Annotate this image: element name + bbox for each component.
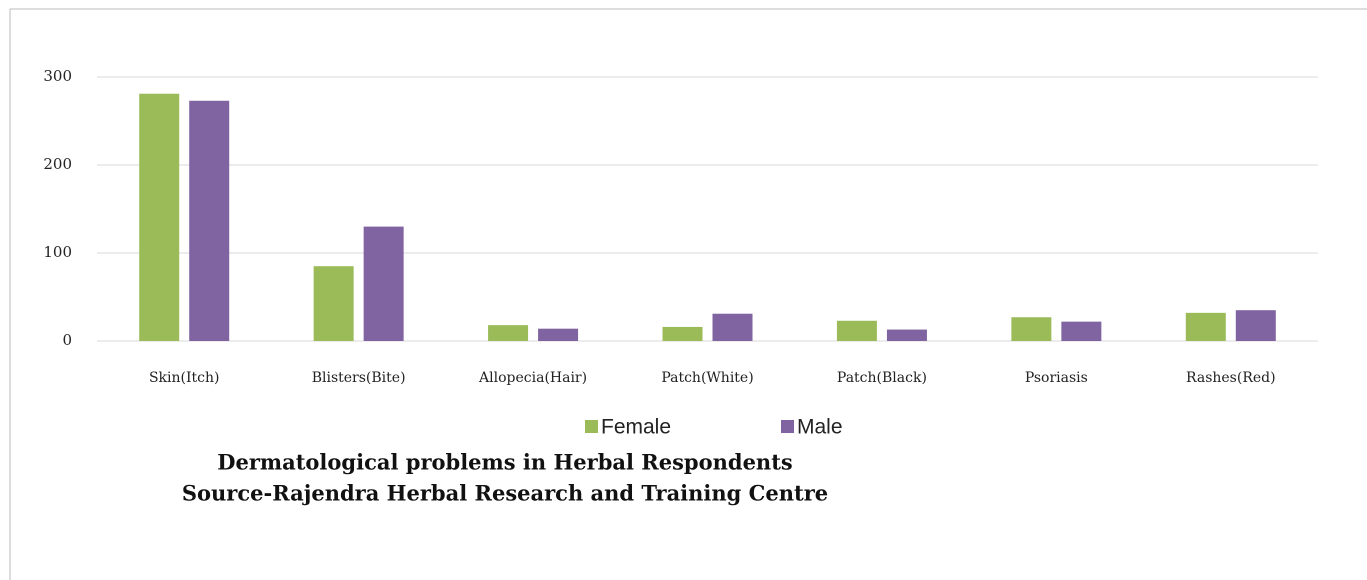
x-tick-label: Patch(White) [661, 370, 753, 386]
x-tick-label: Blisters(Bite) [312, 370, 406, 386]
x-tick-label: Patch(Black) [837, 370, 927, 386]
y-tick-label: 300 [43, 67, 72, 85]
bar [1061, 321, 1102, 341]
bar [662, 326, 703, 341]
chart-subtitle: Source-Rajendra Herbal Research and Trai… [182, 481, 828, 506]
legend-label: Male [797, 416, 843, 439]
bar [313, 266, 354, 341]
bar [139, 93, 180, 341]
bar [189, 100, 230, 341]
bar [836, 320, 877, 341]
bar [1011, 317, 1052, 341]
x-tick-label: Allopecia(Hair) [478, 370, 587, 386]
bar [886, 329, 927, 341]
bar [538, 328, 579, 341]
bar [1235, 310, 1276, 341]
chart-title: Dermatological problems in Herbal Respon… [217, 450, 792, 475]
bar [712, 313, 753, 341]
legend-swatch [781, 420, 794, 433]
legend-swatch [585, 420, 598, 433]
x-tick-label: Psoriasis [1025, 370, 1088, 386]
y-tick-label: 100 [43, 243, 72, 261]
y-tick-label: 0 [62, 331, 72, 349]
y-tick-label: 200 [43, 155, 72, 173]
bar [1185, 312, 1226, 341]
bar [363, 226, 404, 341]
x-tick-label: Rashes(Red) [1186, 370, 1276, 386]
legend-label: Female [601, 416, 671, 439]
bar [488, 325, 529, 341]
x-tick-label: Skin(Itch) [149, 370, 220, 386]
